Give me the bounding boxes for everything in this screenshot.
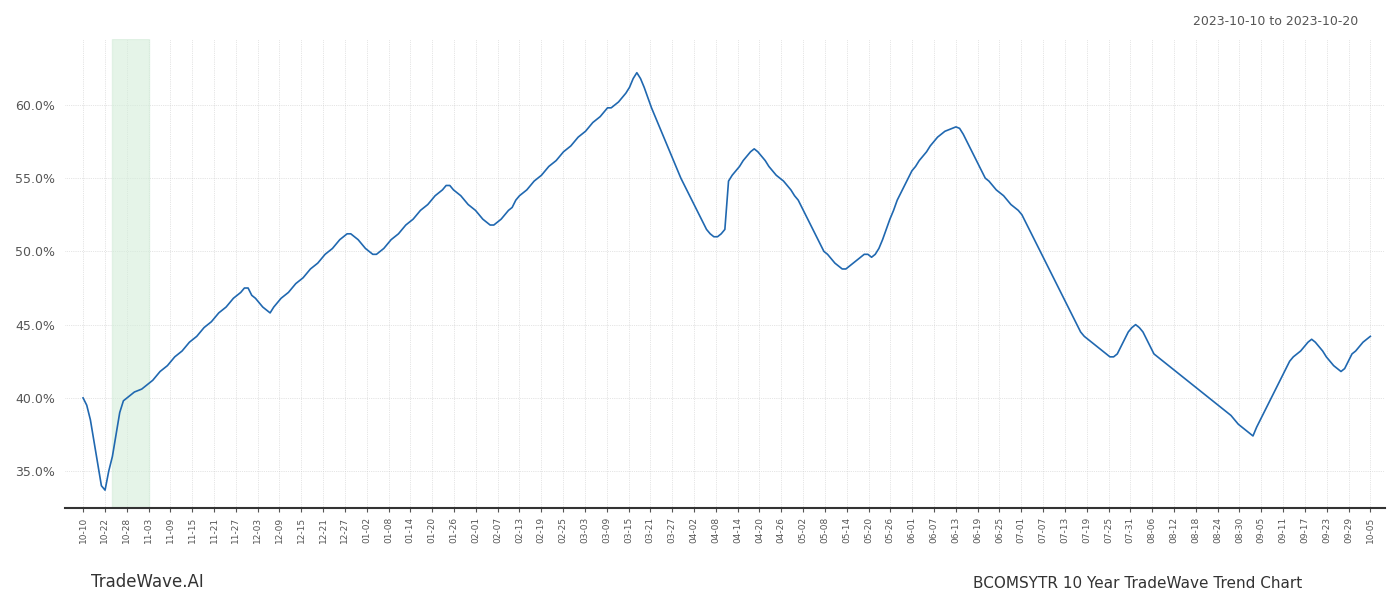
Text: BCOMSYTR 10 Year TradeWave Trend Chart: BCOMSYTR 10 Year TradeWave Trend Chart — [973, 576, 1302, 591]
Text: TradeWave.AI: TradeWave.AI — [91, 573, 204, 591]
Text: 2023-10-10 to 2023-10-20: 2023-10-10 to 2023-10-20 — [1193, 15, 1358, 28]
Bar — [112, 39, 148, 508]
